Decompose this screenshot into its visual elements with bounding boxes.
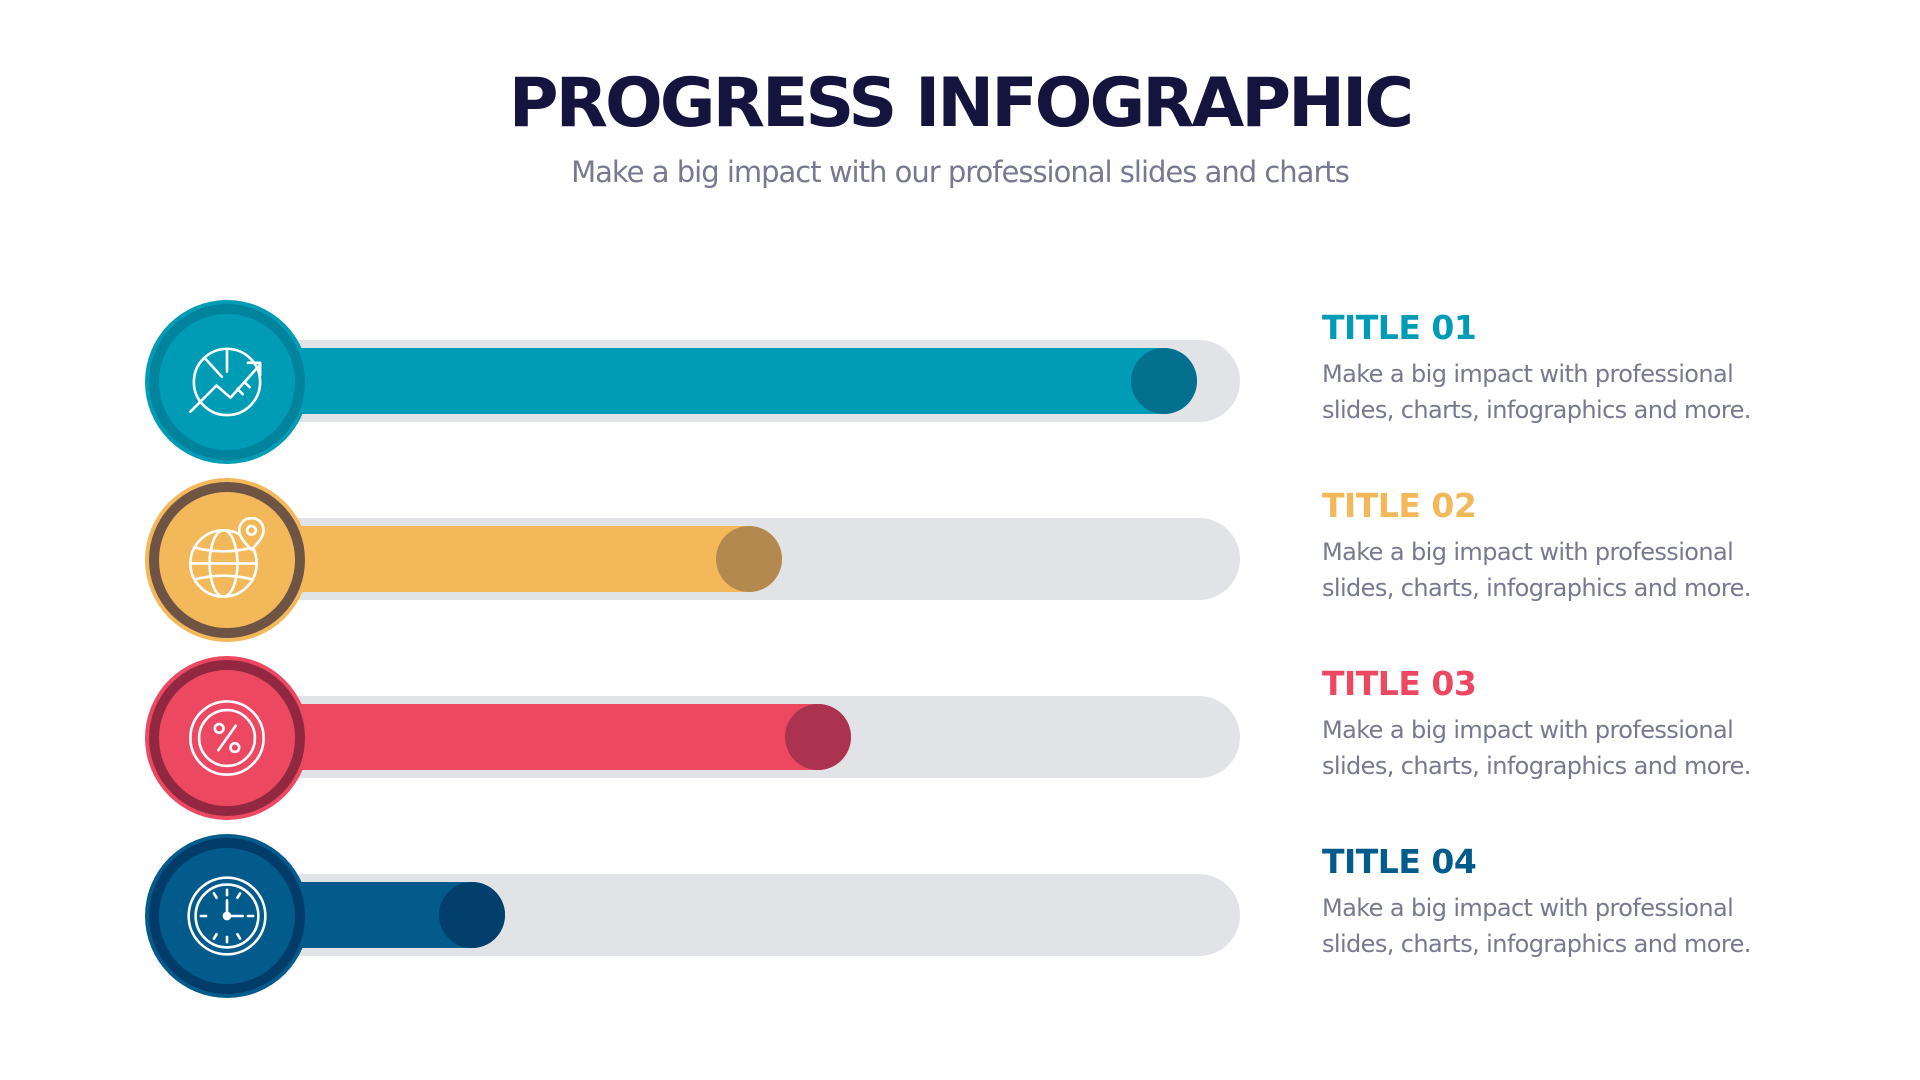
item-title: TITLE 04	[1322, 842, 1477, 881]
item-description-line: Make a big impact with professional	[1322, 538, 1734, 566]
progress-fill	[240, 348, 1198, 414]
item-description-line: slides, charts, infographics and more.	[1322, 752, 1751, 780]
item-text: TITLE 01 Make a big impact with professi…	[1322, 306, 1882, 428]
progress-fill	[240, 526, 782, 592]
progress-knob	[784, 704, 851, 770]
page-subtitle: Make a big impact with our professional …	[571, 155, 1350, 189]
item-text: TITLE 02 Make a big impact with professi…	[1322, 484, 1882, 606]
item-description-line: slides, charts, infographics and more.	[1322, 930, 1751, 958]
item-description: Make a big impact with professional slid…	[1322, 890, 1882, 962]
item-description-line: Make a big impact with professional	[1322, 360, 1734, 388]
icon-badge	[149, 838, 305, 994]
clock-icon	[187, 876, 267, 956]
progress-row-1: TITLE 01 Make a big impact with professi…	[0, 302, 1920, 462]
icon-badge	[149, 660, 305, 816]
globe-location-icon	[189, 516, 265, 598]
item-description-line: slides, charts, infographics and more.	[1322, 396, 1751, 424]
page-title: PROGRESS INFOGRAPHIC	[508, 64, 1414, 143]
icon-badge	[149, 304, 305, 460]
item-text: TITLE 03 Make a big impact with professi…	[1322, 662, 1882, 784]
progress-fill	[240, 704, 851, 770]
item-description: Make a big impact with professional slid…	[1322, 534, 1882, 606]
item-description-line: slides, charts, infographics and more.	[1322, 574, 1751, 602]
progress-row-4: TITLE 04 Make a big impact with professi…	[0, 836, 1920, 996]
progress-knob	[1131, 348, 1198, 414]
item-title: TITLE 02	[1322, 486, 1477, 525]
pie-chart-growth-icon	[189, 347, 262, 417]
item-title: TITLE 01	[1322, 308, 1477, 347]
item-description-line: Make a big impact with professional	[1322, 894, 1734, 922]
icon-badge	[149, 482, 305, 638]
item-description: Make a big impact with professional slid…	[1322, 712, 1882, 784]
item-description: Make a big impact with professional slid…	[1322, 356, 1882, 428]
item-text: TITLE 04 Make a big impact with professi…	[1322, 840, 1882, 962]
item-title: TITLE 03	[1322, 664, 1477, 703]
progress-row-3: TITLE 03 Make a big impact with professi…	[0, 658, 1920, 818]
slide-header: PROGRESS INFOGRAPHIC Make a big impact w…	[0, 62, 1920, 192]
progress-row-2: TITLE 02 Make a big impact with professi…	[0, 480, 1920, 640]
progress-knob	[715, 526, 782, 592]
percent-gauge-icon	[189, 700, 265, 776]
item-description-line: Make a big impact with professional	[1322, 716, 1734, 744]
progress-knob	[438, 882, 505, 948]
